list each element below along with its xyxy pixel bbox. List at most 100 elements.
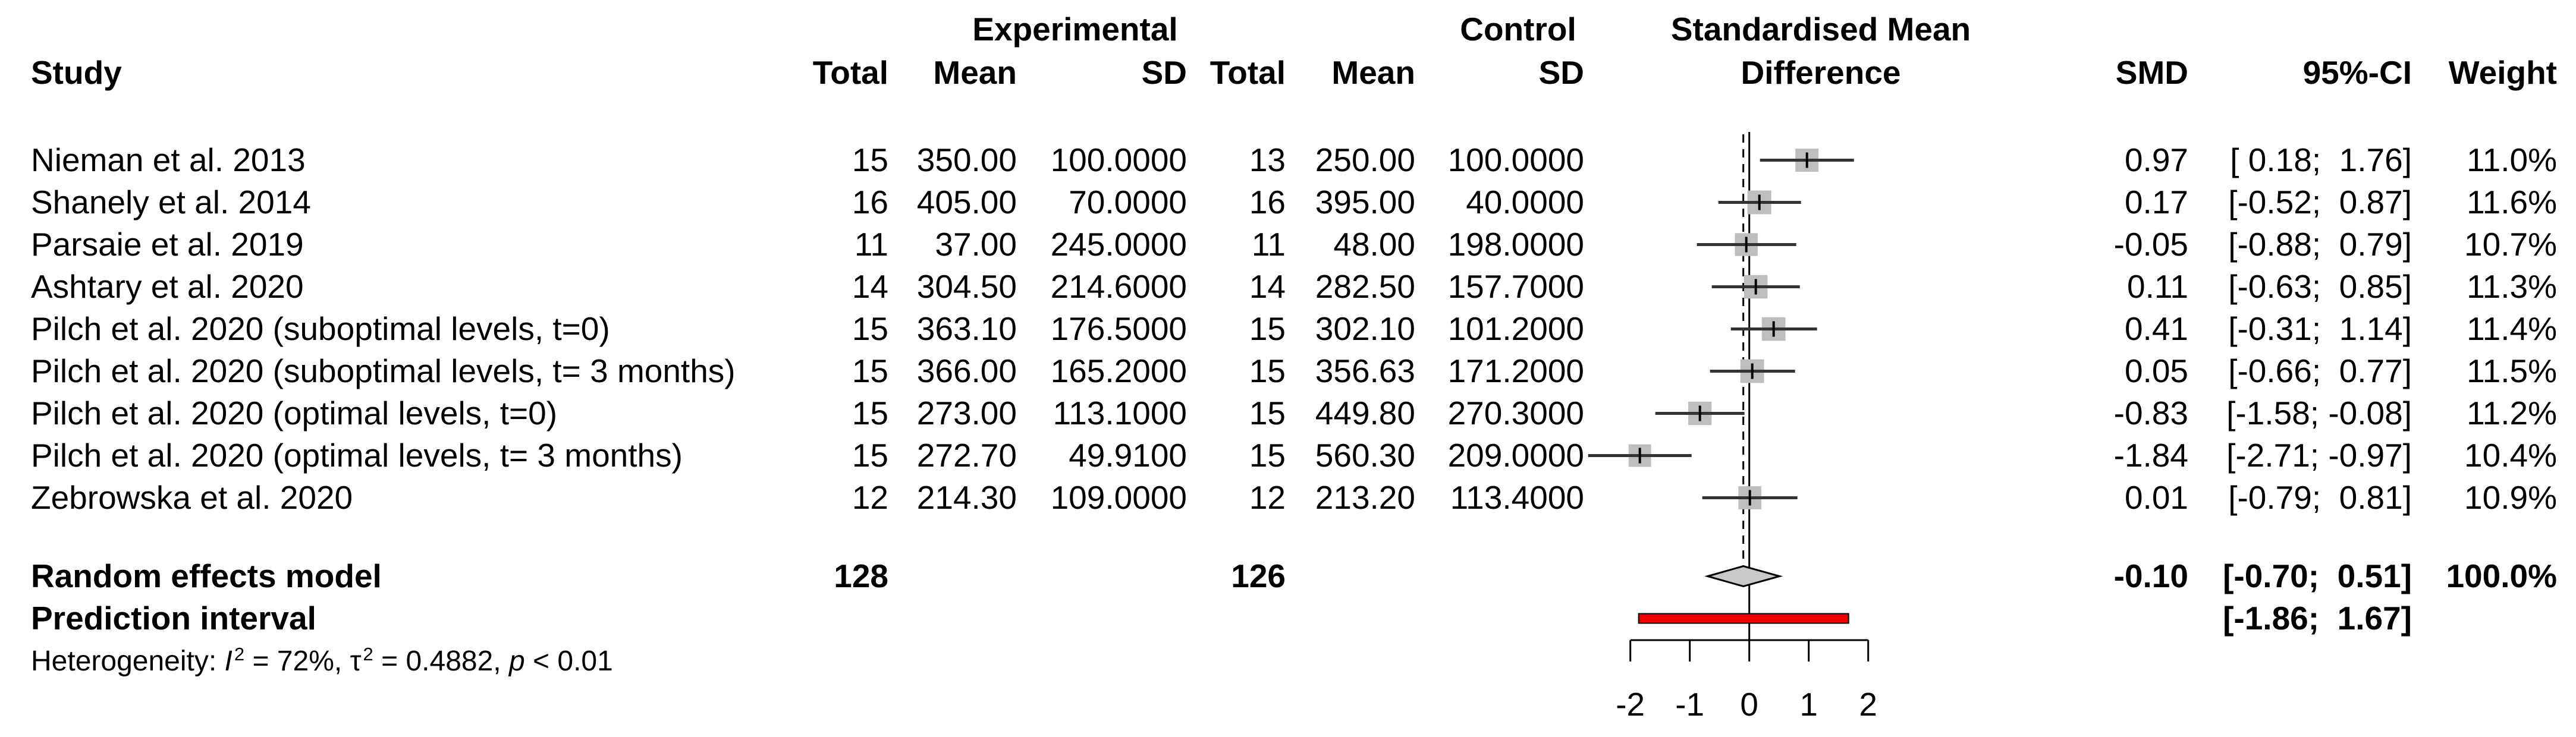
mean-experimental: 37.00 — [935, 226, 1017, 263]
sd-experimental: 100.0000 — [1050, 141, 1187, 178]
total-experimental: 11 — [854, 226, 888, 263]
weight-value: 10.9% — [2464, 479, 2557, 516]
sd-control: 171.2000 — [1447, 352, 1584, 389]
sd-control: 209.0000 — [1447, 437, 1584, 474]
total-experimental: 15 — [852, 395, 888, 432]
study-name: Parsaie et al. 2019 — [31, 226, 304, 263]
plot-title-line1: Standardised Mean — [1670, 11, 1971, 48]
weight-value: 11.3% — [2467, 268, 2557, 305]
ci-value: [ 0.18; 1.76] — [2230, 141, 2412, 178]
smd-value: 0.05 — [2124, 352, 2188, 389]
smd-value: 0.01 — [2124, 479, 2188, 516]
total-control: 11 — [1251, 226, 1286, 263]
total-experimental: 14 — [852, 268, 888, 305]
sd-control: 157.7000 — [1447, 268, 1584, 305]
total-experimental: 15 — [852, 310, 888, 347]
random-effects-weight: 100.0% — [2446, 558, 2557, 594]
plot-spacer — [1584, 139, 2034, 181]
study-name: Nieman et al. 2013 — [31, 141, 306, 178]
sd-control: 198.0000 — [1447, 226, 1584, 263]
row-pad — [2557, 477, 2576, 519]
plot-spacer — [1584, 350, 2034, 392]
column-header-study: Study — [31, 54, 122, 91]
axis-tick-label: -1 — [1675, 686, 1705, 723]
weight-value: 11.4% — [2467, 310, 2557, 347]
weight-value: 11.6% — [2467, 184, 2557, 221]
study-name: Pilch et al. 2020 (optimal levels, t=0) — [31, 395, 558, 432]
sd-control: 101.2000 — [1447, 310, 1584, 347]
study-name: Pilch et al. 2020 (suboptimal levels, t=… — [31, 352, 736, 389]
total-control: 15 — [1249, 437, 1286, 474]
sd-experimental: 165.2000 — [1050, 352, 1187, 389]
column-header-smd: SMD — [2115, 54, 2188, 91]
heterogeneity-i-value: = 72%, τ — [244, 645, 362, 677]
mean-control: 302.10 — [1315, 310, 1415, 347]
prediction-interval-label: Prediction interval — [31, 600, 316, 637]
column-header-weight: Weight — [2448, 54, 2557, 91]
mean-experimental: 405.00 — [916, 184, 1017, 221]
random-effects-total-control: 126 — [1231, 558, 1286, 594]
mean-experimental: 272.70 — [916, 437, 1017, 474]
mean-experimental: 214.30 — [916, 479, 1017, 516]
heterogeneity-p-symbol: p — [508, 645, 525, 677]
total-experimental: 15 — [852, 352, 888, 389]
plot-spacer — [1584, 181, 2034, 223]
heterogeneity-text: Heterogeneity: I2 = 72%, τ2 = 0.4882, p … — [31, 640, 613, 682]
study-name: Zebrowska et al. 2020 — [31, 479, 353, 516]
random-effects-label: Random effects model — [31, 558, 382, 594]
heterogeneity-prefix: Heterogeneity: — [31, 645, 225, 677]
study-name: Pilch et al. 2020 (optimal levels, t= 3 … — [31, 437, 683, 474]
random-effects-ci: [-0.70; 0.51] — [2223, 558, 2412, 594]
column-header-ci: 95%-CI — [2302, 54, 2412, 91]
study-name: Shanely et al. 2014 — [31, 184, 311, 221]
mean-experimental: 304.50 — [916, 268, 1017, 305]
total-control: 15 — [1249, 352, 1286, 389]
smd-value: 0.17 — [2124, 184, 2188, 221]
plot-spacer — [1584, 477, 2034, 519]
sd-experimental: 176.5000 — [1050, 310, 1187, 347]
smd-value: 0.41 — [2124, 310, 2188, 347]
row-pad — [2557, 139, 2576, 181]
study-name: Pilch et al. 2020 (suboptimal levels, t=… — [31, 310, 610, 347]
ci-value: [-0.63; 0.85] — [2228, 268, 2412, 305]
smd-value: 0.97 — [2124, 141, 2188, 178]
mean-control: 282.50 — [1315, 268, 1415, 305]
control-group-header: Control — [1460, 11, 1576, 48]
sd-experimental: 49.9100 — [1069, 437, 1187, 474]
weight-value: 10.7% — [2464, 226, 2557, 263]
total-control: 16 — [1249, 184, 1286, 221]
ci-value: [-2.71; -0.97] — [2226, 437, 2412, 474]
heterogeneity-i-symbol: I — [224, 645, 233, 677]
sd-experimental: 70.0000 — [1069, 184, 1187, 221]
total-experimental: 15 — [852, 437, 888, 474]
weight-value: 10.4% — [2464, 437, 2557, 474]
weight-value: 11.5% — [2467, 352, 2557, 389]
row-pad — [2557, 350, 2576, 392]
mean-control: 395.00 — [1315, 184, 1415, 221]
row-pad — [2557, 308, 2576, 350]
plot-spacer — [1584, 266, 2034, 308]
plot-spacer — [1584, 223, 2034, 266]
heterogeneity-p-value: < 0.01 — [524, 645, 613, 677]
smd-value: -0.83 — [2113, 395, 2188, 432]
summary-diamond — [1704, 565, 1783, 588]
sd-control: 113.4000 — [1450, 479, 1584, 516]
smd-value: 0.11 — [2127, 268, 2188, 305]
smd-value: -1.84 — [2113, 437, 2188, 474]
study-rows: Nieman et al. 2013 15 350.00 100.0000 13 250.… — [0, 139, 2576, 519]
heterogeneity-tau-value: = 0.4882, — [373, 645, 509, 677]
mean-control: 449.80 — [1315, 395, 1415, 432]
column-header-mean-control: Mean — [1331, 54, 1415, 91]
total-experimental: 15 — [852, 141, 888, 178]
sd-control: 40.0000 — [1466, 184, 1584, 221]
total-control: 15 — [1249, 310, 1286, 347]
plot-spacer — [1584, 434, 2034, 477]
column-header-total-control: Total — [1210, 54, 1286, 91]
total-control: 13 — [1249, 141, 1286, 178]
ci-value: [-0.66; 0.77] — [2228, 352, 2412, 389]
mean-control: 356.63 — [1315, 352, 1415, 389]
weight-value: 11.2% — [2467, 395, 2557, 432]
axis-tick-label: -2 — [1616, 686, 1645, 723]
